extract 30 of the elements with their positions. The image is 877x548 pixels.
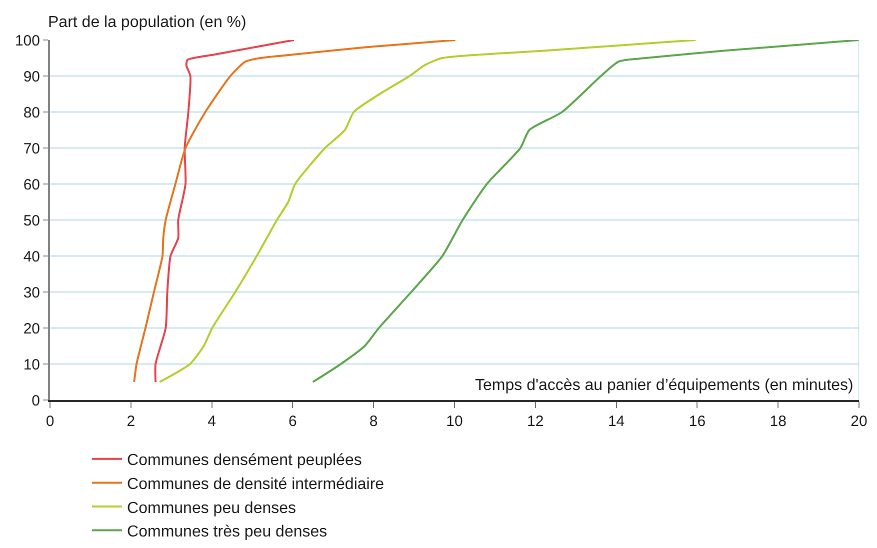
x-tick-label: 20 (850, 412, 868, 430)
y-tick-label: 40 (23, 248, 40, 266)
x-tick-label: 2 (126, 412, 136, 430)
x-tick-label: 4 (208, 412, 216, 430)
y-tick-label: 80 (23, 104, 40, 122)
x-tick-label: 6 (288, 412, 297, 430)
y-tick-label: 20 (23, 320, 40, 338)
legend-label: Communes très peu denses (127, 524, 328, 541)
legend-label: Communes densément peuplées (127, 452, 362, 470)
x-tick-label: 8 (369, 412, 378, 430)
y-tick-label: 30 (23, 284, 40, 302)
y-tick-label: 50 (23, 212, 40, 230)
x-tick-label: 16 (688, 412, 706, 430)
y-tick-label: 100 (14, 32, 40, 50)
x-tick-label: 0 (46, 412, 54, 430)
x-tick-label: 10 (446, 412, 463, 430)
line-series (154, 40, 295, 383)
legend-label: Communes peu denses (127, 500, 296, 517)
y-tick-label: 60 (23, 176, 40, 194)
y-axis-title: Part de la population (en %) (48, 14, 246, 31)
x-tick-label: 14 (608, 412, 625, 430)
y-tick-label: 90 (23, 68, 40, 86)
y-tick-label: 10 (23, 356, 40, 374)
x-tick-label: 18 (770, 412, 786, 430)
x-tick-label: 12 (527, 412, 544, 430)
y-tick-label: 0 (32, 392, 40, 410)
legend-label: Communes de densité intermédiaire (127, 476, 384, 493)
y-tick-label: 70 (23, 140, 40, 158)
x-axis-title: Temps d'accès au panier d’équipements (en minutes) (475, 377, 854, 394)
line-series (133, 40, 456, 383)
